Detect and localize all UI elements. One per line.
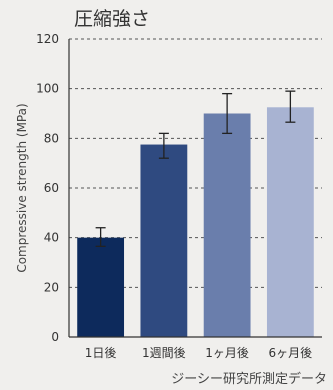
y-tick-label: 100 bbox=[36, 82, 59, 96]
y-tick-label: 20 bbox=[44, 280, 59, 294]
chart-title: 圧縮強さ bbox=[74, 8, 150, 30]
x-tick-label: 1日後 bbox=[85, 346, 117, 360]
y-tick-label: 60 bbox=[44, 181, 59, 195]
y-tick-label: 80 bbox=[44, 131, 59, 145]
y-tick-label: 120 bbox=[36, 32, 59, 46]
y-tick-label: 40 bbox=[44, 231, 59, 245]
bar bbox=[266, 107, 314, 338]
x-tick-label: 1ヶ月後 bbox=[205, 346, 249, 360]
bar bbox=[140, 144, 188, 337]
x-tick-label: 1週間後 bbox=[142, 346, 186, 360]
bars-layer bbox=[77, 107, 314, 338]
x-tick-label: 6ヶ月後 bbox=[269, 346, 313, 360]
error-bars-layer bbox=[95, 90, 296, 248]
bar bbox=[77, 237, 125, 337]
y-tick-labels: 0 20 40 60 80 100 120 bbox=[36, 32, 59, 344]
error-bar bbox=[158, 132, 169, 159]
source-note: ジーシー研究所測定データ bbox=[171, 371, 327, 387]
y-axis-label: Compressive strength (MPa) bbox=[15, 103, 29, 272]
y-tick-label: 0 bbox=[51, 330, 59, 344]
error-bar bbox=[222, 92, 233, 135]
bar bbox=[203, 113, 251, 337]
x-tick-labels: 1日後 1週間後 1ヶ月後 6ヶ月後 bbox=[85, 346, 312, 360]
error-bar bbox=[285, 90, 296, 123]
error-bar bbox=[95, 227, 106, 248]
